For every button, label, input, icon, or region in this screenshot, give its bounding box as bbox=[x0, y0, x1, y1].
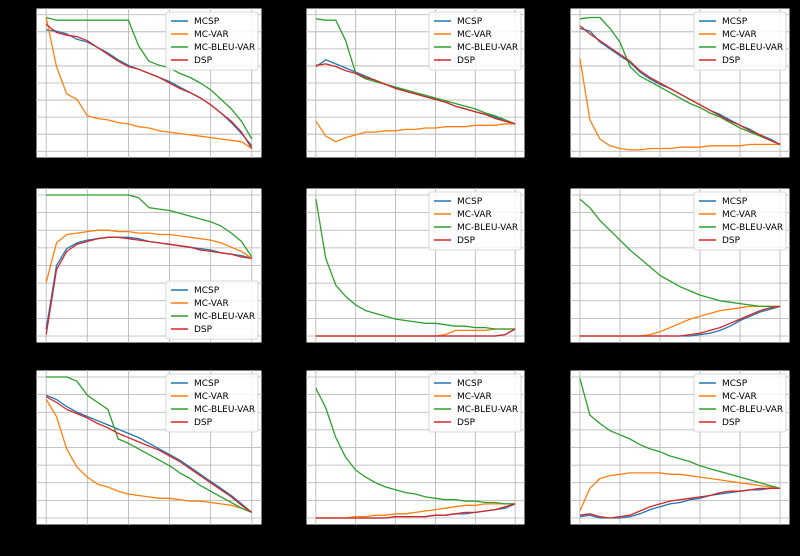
legend-label: MC-VAR bbox=[722, 210, 757, 220]
legend: MCSP MC-VAR MC-BLEU-VAR DSP bbox=[428, 373, 522, 433]
legend: MCSP MC-VAR MC-BLEU-VAR DSP bbox=[693, 373, 787, 433]
panel-2: MCSP MC-VAR MC-BLEU-VAR DSP bbox=[302, 7, 526, 162]
series-line-mc-bleu-var bbox=[46, 194, 253, 258]
legend: MCSP MC-VAR MC-BLEU-VAR DSP bbox=[693, 11, 787, 71]
legend-label: MC-BLEU-VAR bbox=[722, 223, 783, 233]
legend-label: MCSP bbox=[194, 17, 220, 27]
panel-3: MCSP MC-VAR MC-BLEU-VAR DSP bbox=[566, 7, 791, 162]
series-line-mc-bleu-var bbox=[46, 376, 253, 514]
legend-label: DSP bbox=[457, 56, 476, 66]
series-line-dsp bbox=[315, 328, 516, 337]
legend-label: DSP bbox=[457, 418, 476, 428]
legend-label: MC-VAR bbox=[457, 30, 492, 40]
legend-label: MC-BLEU-VAR bbox=[457, 405, 518, 415]
legend-label: MCSP bbox=[457, 197, 483, 207]
legend-label: MC-BLEU-VAR bbox=[194, 43, 255, 53]
panel-6: MCSP MC-VAR MC-BLEU-VAR DSP bbox=[566, 187, 791, 347]
legend-box bbox=[693, 11, 787, 71]
legend-box bbox=[428, 191, 522, 251]
legend: MCSP MC-VAR MC-BLEU-VAR DSP bbox=[428, 11, 522, 71]
series-line-mc-bleu-var bbox=[315, 199, 516, 330]
series-line-mc-var bbox=[45, 399, 253, 514]
legend-label: MCSP bbox=[457, 379, 483, 389]
panel-7: MCSP MC-VAR MC-BLEU-VAR DSP bbox=[32, 369, 263, 529]
legend-label: MC-BLEU-VAR bbox=[722, 43, 783, 53]
legend-box bbox=[165, 280, 259, 340]
legend-label: MCSP bbox=[722, 379, 748, 389]
legend-label: DSP bbox=[194, 325, 213, 335]
series-line-dsp bbox=[45, 236, 252, 335]
series-line-mc-var bbox=[45, 229, 253, 283]
legend-box bbox=[693, 191, 787, 251]
legend: MCSP MC-VAR MC-BLEU-VAR DSP bbox=[428, 191, 522, 251]
series-line-mcsp bbox=[45, 394, 253, 513]
series-line-mc-bleu-var bbox=[46, 16, 253, 140]
series-line-mc-bleu-var bbox=[579, 378, 781, 490]
legend-label: MC-VAR bbox=[194, 30, 229, 40]
series-line-mc-bleu-var bbox=[579, 16, 781, 146]
series-line-mc-var bbox=[315, 120, 516, 143]
legend-box bbox=[165, 373, 259, 433]
legend-label: MC-VAR bbox=[457, 210, 492, 220]
legend-box bbox=[165, 11, 259, 71]
legend-label: MC-VAR bbox=[722, 392, 757, 402]
panel-5: MCSP MC-VAR MC-BLEU-VAR DSP bbox=[302, 187, 526, 347]
series-line-dsp bbox=[45, 23, 253, 149]
series-line-dsp bbox=[579, 487, 781, 519]
legend-label: MC-BLEU-VAR bbox=[194, 405, 255, 415]
legend-label: MC-BLEU-VAR bbox=[457, 43, 518, 53]
panel-4: MCSP MC-VAR MC-BLEU-VAR DSP bbox=[32, 187, 263, 347]
legend-label: MCSP bbox=[722, 197, 748, 207]
legend-label: MC-BLEU-VAR bbox=[722, 405, 783, 415]
panel-9: MCSP MC-VAR MC-BLEU-VAR DSP bbox=[566, 369, 791, 529]
series-line-mc-var bbox=[45, 17, 253, 150]
series-line-dsp bbox=[315, 63, 516, 125]
legend-label: MC-VAR bbox=[194, 299, 229, 309]
legend-label: MC-VAR bbox=[722, 30, 757, 40]
legend-label: MCSP bbox=[194, 379, 220, 389]
legend-label: DSP bbox=[722, 418, 741, 428]
series-line-dsp bbox=[315, 503, 516, 519]
legend-box bbox=[428, 373, 522, 433]
legend-label: DSP bbox=[457, 236, 476, 246]
series-line-mc-bleu-var bbox=[315, 18, 516, 125]
legend-label: MC-VAR bbox=[194, 392, 229, 402]
series-line-mc-bleu-var bbox=[579, 198, 781, 308]
chart-panels: MCSP MC-VAR MC-BLEU-VAR DSP MCSP MC-VAR MC-BLE… bbox=[32, 7, 791, 529]
series-line-mc-bleu-var bbox=[315, 388, 516, 505]
legend-label: DSP bbox=[722, 56, 741, 66]
legend-box bbox=[693, 373, 787, 433]
series-line-dsp bbox=[579, 25, 781, 146]
legend-label: MC-BLEU-VAR bbox=[457, 223, 518, 233]
legend: MCSP MC-VAR MC-BLEU-VAR DSP bbox=[165, 11, 259, 71]
legend-label: MCSP bbox=[457, 17, 483, 27]
legend-label: DSP bbox=[194, 56, 213, 66]
series-line-dsp bbox=[45, 396, 253, 513]
legend-label: MCSP bbox=[194, 286, 220, 296]
legend-label: MCSP bbox=[722, 17, 748, 27]
legend: MCSP MC-VAR MC-BLEU-VAR DSP bbox=[165, 373, 259, 433]
legend-label: DSP bbox=[194, 418, 213, 428]
series-line-dsp bbox=[579, 305, 781, 337]
legend-label: DSP bbox=[722, 236, 741, 246]
legend-label: MC-VAR bbox=[457, 392, 492, 402]
legend: MCSP MC-VAR MC-BLEU-VAR DSP bbox=[693, 191, 787, 251]
legend: MCSP MC-VAR MC-BLEU-VAR DSP bbox=[165, 280, 259, 340]
panel-1: MCSP MC-VAR MC-BLEU-VAR DSP bbox=[32, 7, 263, 162]
panel-8: MCSP MC-VAR MC-BLEU-VAR DSP bbox=[302, 369, 526, 529]
legend-label: MC-BLEU-VAR bbox=[194, 312, 255, 322]
legend-box bbox=[428, 11, 522, 71]
series-line-mc-var bbox=[579, 58, 781, 151]
series-line-mc-var bbox=[579, 472, 781, 512]
